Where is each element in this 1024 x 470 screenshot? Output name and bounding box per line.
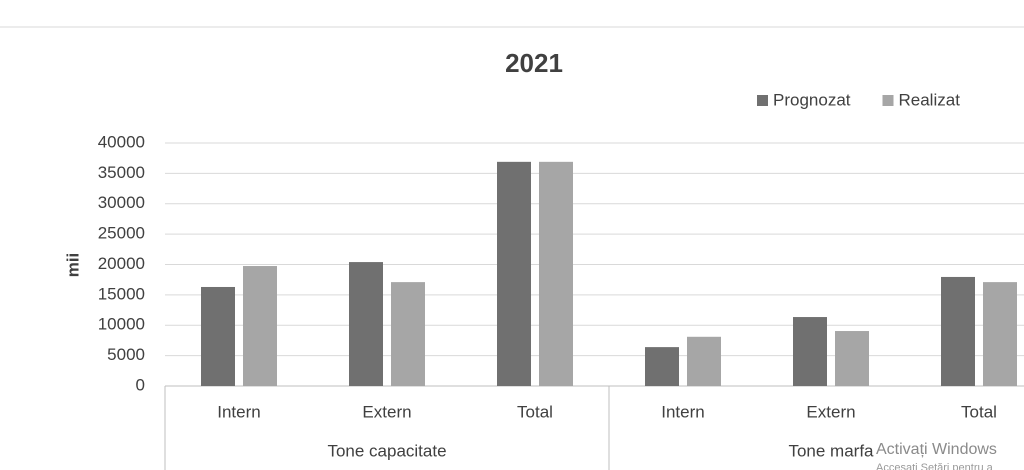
- x-tick-label: Total: [961, 402, 997, 421]
- bar: [793, 317, 827, 386]
- y-tick-label: 25000: [98, 224, 145, 243]
- x-tick-label: Extern: [362, 402, 411, 421]
- x-tick-label: Intern: [217, 402, 260, 421]
- bar: [391, 282, 425, 386]
- bar: [539, 161, 573, 386]
- legend-label: Prognozat: [773, 90, 851, 109]
- y-tick-label: 35000: [98, 163, 145, 182]
- bar: [687, 336, 721, 386]
- bar: [349, 262, 383, 386]
- chart-title: 2021: [505, 48, 563, 78]
- y-tick-label: 30000: [98, 193, 145, 212]
- bar: [941, 276, 975, 386]
- watermark-title: Activați Windows: [876, 441, 997, 458]
- y-tick-label: 15000: [98, 284, 145, 303]
- x-tick-label: Extern: [806, 402, 855, 421]
- y-tick-label: 20000: [98, 254, 145, 273]
- group-label: Tone capacitate: [327, 441, 446, 460]
- y-tick-label: 0: [136, 375, 145, 394]
- legend-swatch: [882, 95, 894, 106]
- legend-label: Realizat: [899, 90, 961, 109]
- bar: [645, 347, 679, 386]
- legend-swatch: [757, 95, 768, 106]
- y-tick-label: 10000: [98, 315, 145, 334]
- x-tick-label: Intern: [661, 402, 704, 421]
- y-tick-label: 40000: [98, 132, 145, 151]
- x-tick-label: Total: [517, 402, 553, 421]
- bar: [497, 161, 531, 386]
- bar: [983, 282, 1017, 386]
- y-tick-label: 5000: [107, 345, 145, 364]
- bar: [835, 331, 869, 386]
- y-axis-label: mii: [63, 253, 82, 278]
- group-label: Tone marfa: [788, 441, 874, 460]
- watermark-subtitle: Accesați Setări pentru a: [876, 462, 994, 470]
- bar: [201, 286, 235, 386]
- bar: [243, 266, 277, 386]
